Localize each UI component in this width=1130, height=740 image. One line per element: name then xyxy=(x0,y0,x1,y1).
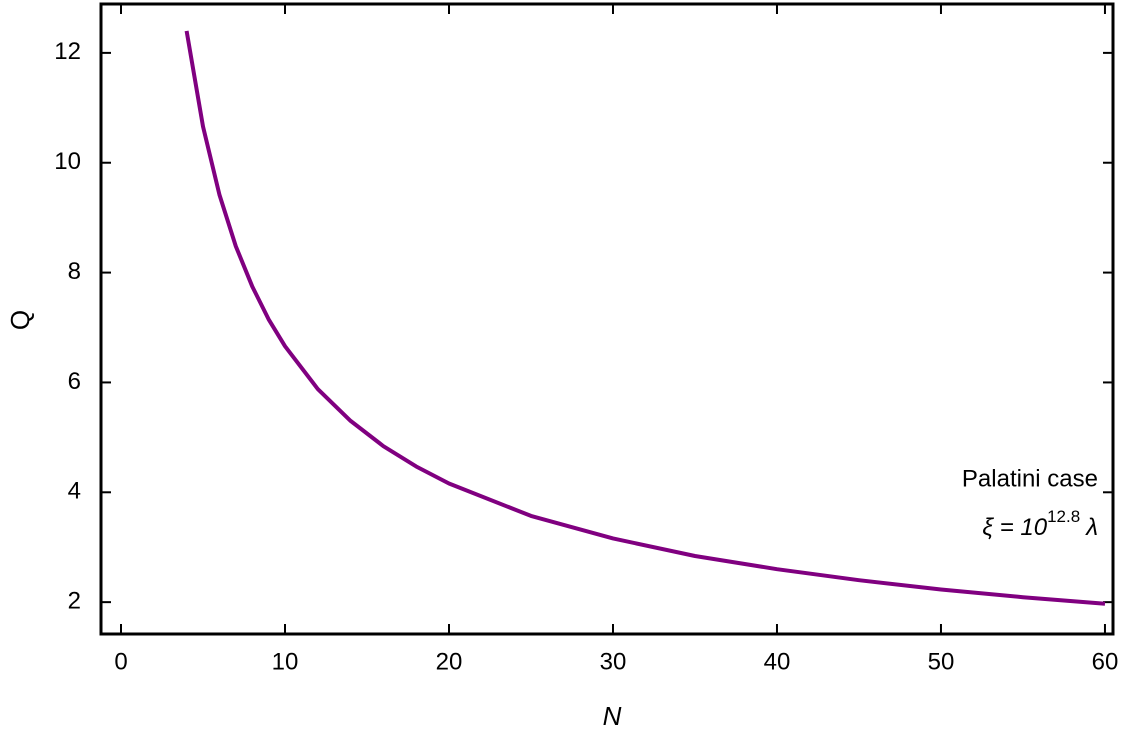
x-tick-label: 50 xyxy=(928,648,955,675)
y-tick-label: 6 xyxy=(68,368,81,395)
annotation-suffix: λ xyxy=(1084,514,1098,541)
annotation-base: ξ = 10 xyxy=(982,514,1047,541)
x-axis-title: N xyxy=(603,701,622,731)
y-tick-label: 10 xyxy=(54,148,81,175)
y-tick-label: 12 xyxy=(54,38,81,65)
x-tick-label: 10 xyxy=(272,648,299,675)
x-tick-label: 30 xyxy=(600,648,627,675)
y-tick-label: 2 xyxy=(68,587,81,614)
annotation-superscript: 12.8 xyxy=(1047,507,1080,526)
annotation: ξ = 1012.8 λ xyxy=(982,507,1098,541)
y-axis-title: Q xyxy=(5,310,35,330)
x-tick-label: 0 xyxy=(114,648,127,675)
x-tick-label: 20 xyxy=(436,648,463,675)
data-line xyxy=(184,30,1106,606)
y-tick-label: 8 xyxy=(68,258,81,285)
x-tick-label: 60 xyxy=(1092,648,1119,675)
y-tick-label: 4 xyxy=(68,478,81,505)
annotation: Palatini case xyxy=(962,465,1098,492)
x-tick-label: 40 xyxy=(764,648,791,675)
plot-frame xyxy=(99,2,1115,636)
